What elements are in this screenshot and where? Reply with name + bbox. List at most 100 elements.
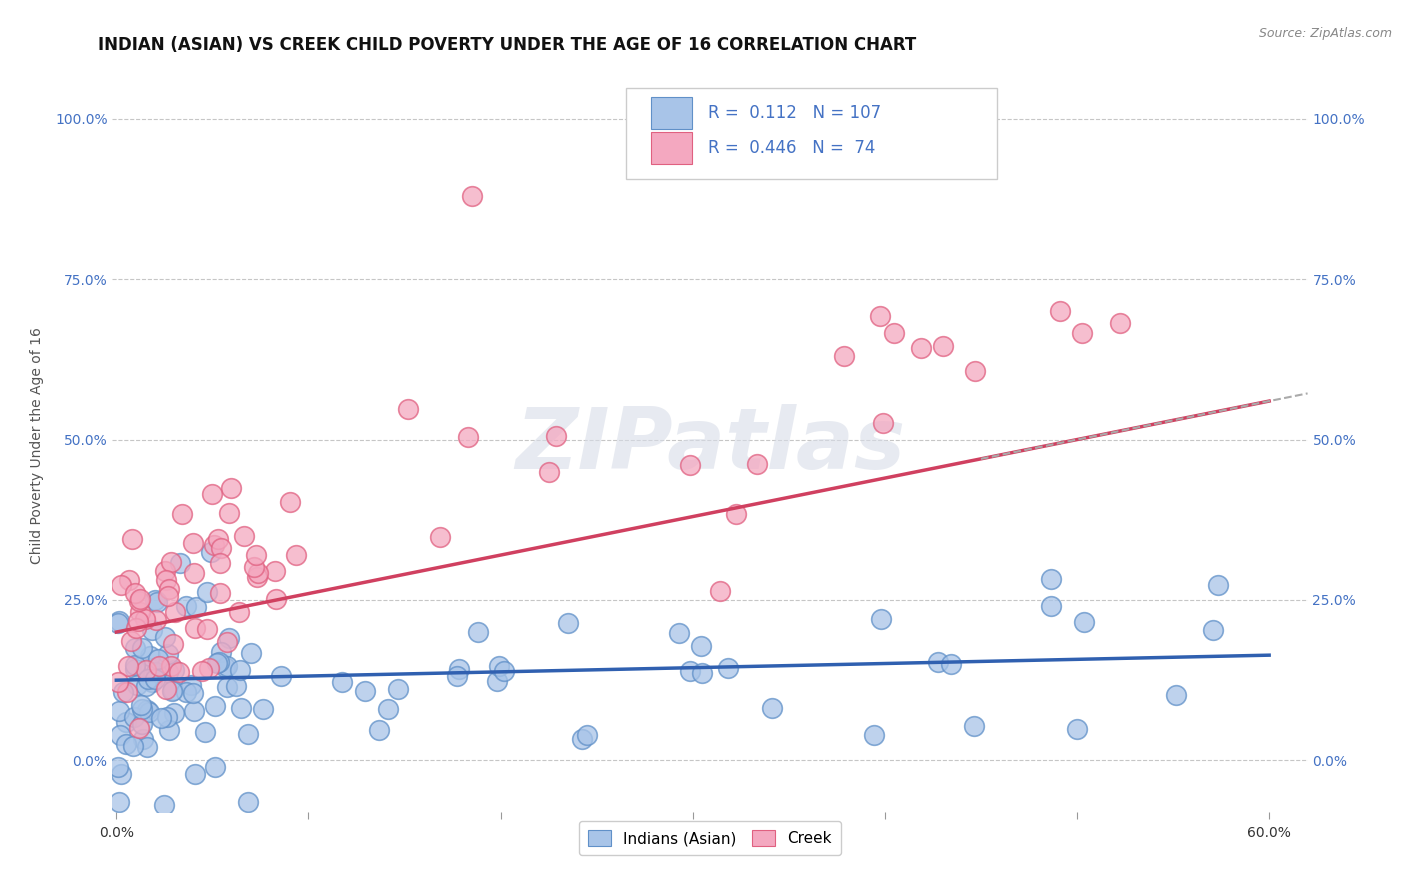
Point [761,701,783,715]
Point [215,680,238,694]
Point [162,663,184,677]
Legend: Indians (Asian), Creek: Indians (Asian), Creek [579,821,841,855]
Point [217,659,239,673]
Point [725,508,748,522]
Point [160,684,183,698]
Point [115,685,138,699]
Point [143,592,166,607]
Point [264,591,287,606]
Point [107,704,129,718]
Point [209,557,232,571]
Point [136,673,159,687]
Point [679,664,702,678]
Point [108,728,131,742]
Point [127,614,149,628]
Point [157,665,180,679]
Point [1039,572,1062,586]
Point [429,530,451,544]
Point [245,548,267,562]
Point [1202,623,1225,637]
Point [131,702,153,716]
Point [124,658,146,673]
Point [963,719,986,733]
Text: INDIAN (ASIAN) VS CREEK CHILD POVERTY UNDER THE AGE OF 16 CORRELATION CHART: INDIAN (ASIAN) VS CREEK CHILD POVERTY UN… [98,36,917,54]
Point [107,615,129,630]
FancyBboxPatch shape [651,97,692,129]
Point [155,564,177,578]
Point [112,685,135,699]
Point [124,641,146,656]
Point [156,589,179,603]
Point [183,704,205,718]
Point [927,655,949,669]
Point [486,674,509,689]
Point [246,570,269,584]
Point [122,739,145,754]
Point [125,621,148,635]
Point [690,666,713,681]
Point [169,556,191,570]
Point [146,595,169,609]
Point [209,645,232,659]
Point [149,710,172,724]
Point [204,760,226,774]
Point [354,683,377,698]
Point [198,661,221,675]
Text: R =  0.446   N =  74: R = 0.446 N = 74 [707,139,875,157]
Point [252,702,274,716]
Point [110,577,132,591]
Point [184,621,207,635]
FancyBboxPatch shape [651,132,692,164]
Point [965,364,987,378]
FancyBboxPatch shape [627,87,997,179]
Point [208,586,231,600]
Point [183,767,205,781]
Point [163,706,186,720]
Point [1071,326,1094,341]
Point [121,532,143,546]
Point [870,612,893,626]
Point [162,682,184,697]
Point [931,339,953,353]
Point [1039,599,1062,613]
Point [1073,615,1095,629]
Point [134,611,156,625]
Point [862,728,884,742]
Text: ZIPatlas: ZIPatlas [515,404,905,488]
Point [236,726,259,740]
Point [136,703,159,717]
Point [160,659,183,673]
Point [131,640,153,655]
Point [107,614,129,628]
Point [145,665,167,679]
Point [169,665,191,680]
Text: Source: ZipAtlas.com: Source: ZipAtlas.com [1258,27,1392,40]
Point [135,740,157,755]
Point [132,731,155,746]
Point [209,541,232,556]
Point [194,724,217,739]
Point [278,494,301,508]
Point [461,188,484,202]
Point [107,760,129,774]
Point [117,659,139,673]
Point [832,349,855,363]
Point [129,698,152,712]
Point [204,699,226,714]
Point [270,668,292,682]
Point [174,599,197,613]
Text: R =  0.112   N = 107: R = 0.112 N = 107 [707,104,880,122]
Point [387,681,409,696]
Point [228,605,250,619]
Point [135,663,157,677]
Point [872,416,894,430]
Point [163,605,186,619]
Point [139,648,162,663]
Point [127,678,149,692]
Point [156,647,179,661]
Point [129,605,152,619]
Point [128,594,150,608]
Point [205,656,228,670]
Point [159,723,181,737]
Point [668,626,690,640]
